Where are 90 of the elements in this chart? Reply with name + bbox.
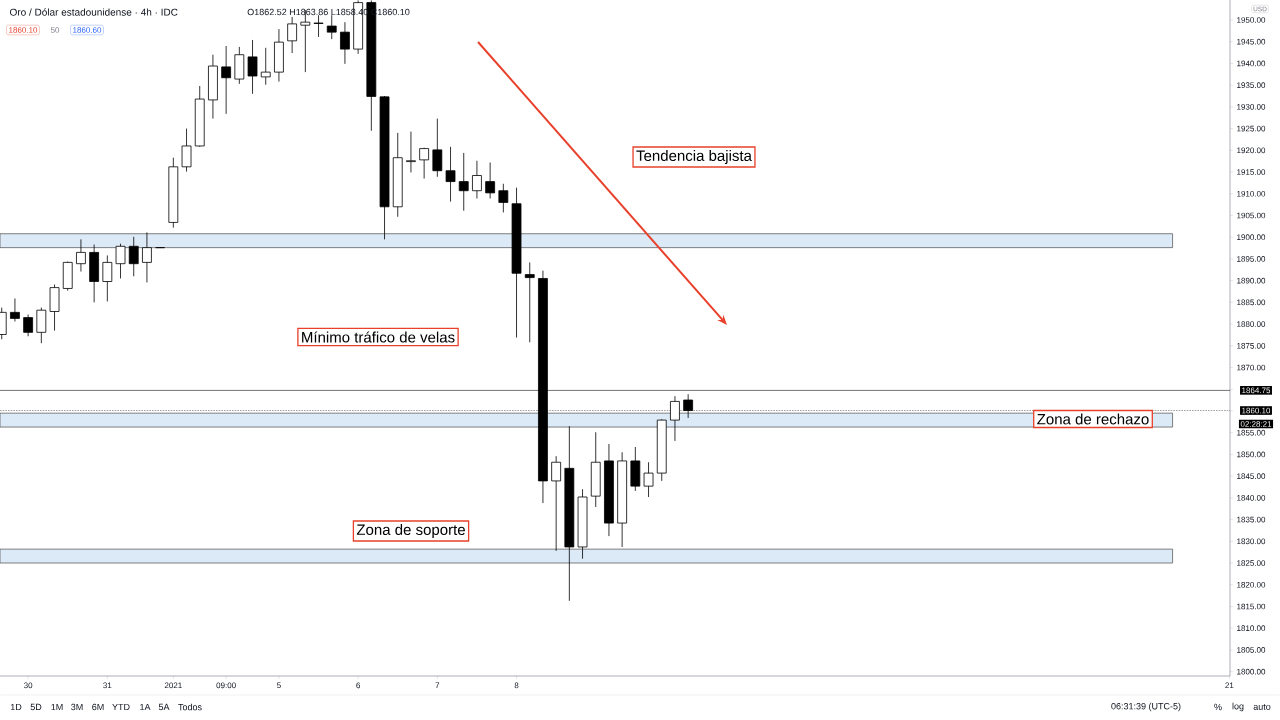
y-tick-label: 1830.00 — [1237, 538, 1266, 545]
y-tick-label: 1930.00 — [1237, 104, 1266, 110]
y-tick-label: 1800.00 — [1237, 668, 1266, 675]
candlestick — [36, 307, 47, 344]
text: 3M — [71, 703, 83, 711]
candlestick — [247, 39, 258, 95]
annotation: Mínimo tráfico de velas — [302, 331, 455, 343]
y-tick-label: 1900.00 — [1237, 234, 1266, 241]
y-tick-label: 1925.00 — [1237, 125, 1266, 132]
y-tick-label: 1880.00 — [1237, 321, 1266, 327]
annotation: Tendencia bajista — [636, 150, 752, 164]
candlestick — [10, 298, 20, 322]
text: 1M — [51, 703, 63, 711]
x-tick-label: 31 — [103, 682, 112, 689]
y-tick-label: 1890.00 — [1237, 277, 1266, 284]
x-tick-label: 7 — [435, 682, 440, 689]
candlestick — [260, 47, 271, 86]
candlestick — [485, 162, 496, 199]
text: auto — [1253, 704, 1271, 710]
candlestick — [23, 314, 34, 337]
y-tick-label: 1815.00 — [1237, 603, 1266, 610]
y-tick-label: 1915.00 — [1237, 169, 1266, 175]
candlestick — [458, 152, 469, 212]
candlestick — [49, 284, 60, 331]
candlestick — [419, 147, 430, 179]
text: Oro / Dólar estadounidense · 4h · IDC — [10, 8, 178, 16]
y-tick-label: 1885.00 — [1237, 299, 1266, 306]
candlestick — [498, 183, 509, 213]
candlestick — [115, 243, 126, 279]
text: % — [1214, 703, 1222, 711]
text: 5A — [158, 703, 170, 711]
candlestick — [221, 45, 232, 115]
y-tick-label: 1810.00 — [1237, 625, 1266, 632]
y-tick-label: 1855.00 — [1237, 429, 1266, 436]
candlestick — [406, 131, 416, 173]
y-tick-label: 1895.00 — [1237, 256, 1266, 262]
x-tick-label: 8 — [514, 682, 519, 689]
text: log — [1232, 702, 1244, 712]
y-tick-label: 1875.00 — [1237, 342, 1266, 349]
y-tick-label: 1945.00 — [1237, 38, 1266, 45]
x-tick-label: 09:00 — [216, 682, 236, 689]
y-tick-label: 1825.00 — [1237, 560, 1266, 566]
y-tick-label: 1845.00 — [1237, 473, 1266, 479]
text: 06:31:39 (UTC-5) — [1111, 702, 1181, 712]
y-tick-label: 1950.00 — [1237, 17, 1266, 23]
candlestick — [313, 14, 324, 38]
text: YTD — [112, 703, 130, 711]
y-tick-label: 1920.00 — [1237, 147, 1266, 154]
candlestick — [340, 21, 350, 65]
y-tick-label: 1850.00 — [1237, 451, 1266, 458]
annotation: Zona de soporte — [356, 524, 465, 538]
candlestick — [102, 255, 113, 302]
text: 1A — [140, 703, 151, 711]
candlestick — [524, 262, 535, 343]
y-tick-label: 1820.00 — [1237, 581, 1266, 588]
text: 5D — [30, 703, 42, 711]
y-tick-label: 1940.00 — [1237, 60, 1266, 67]
x-tick-label: 21 — [1225, 682, 1234, 689]
candlestick — [445, 146, 456, 202]
candlestick — [432, 118, 443, 178]
annotation: 50 — [50, 27, 60, 33]
y-tick-label: 1935.00 — [1237, 82, 1266, 88]
ref-line-label: 1860.10 — [1242, 407, 1271, 414]
y-tick-label: 1905.00 — [1237, 212, 1266, 219]
candlestick — [326, 14, 337, 40]
x-tick-label: 5 — [277, 682, 281, 689]
text: 1D — [10, 703, 22, 711]
candlestick — [128, 236, 139, 277]
y-tick-label: 1805.00 — [1237, 647, 1266, 653]
y-tick-label: 1840.00 — [1237, 495, 1266, 501]
x-tick-label: 2021 — [164, 682, 182, 689]
text: 6M — [92, 703, 104, 711]
x-tick-label: 30 — [23, 682, 33, 689]
candlestick — [472, 160, 482, 199]
candlestick — [142, 232, 152, 283]
x-tick-label: 6 — [356, 682, 361, 689]
annotation: 1860.60 — [73, 27, 102, 33]
candlestick — [643, 461, 654, 498]
y-tick-label: 1835.00 — [1237, 516, 1266, 523]
y-tick-label: 1870.00 — [1237, 364, 1266, 371]
annotation: 1860.10 — [9, 27, 38, 33]
y-tick-label: 1910.00 — [1237, 190, 1266, 197]
candlestick — [181, 128, 192, 172]
candlestick — [76, 238, 86, 272]
candlestick — [551, 455, 562, 552]
candlestick — [287, 16, 298, 54]
text: 02:28:21 — [1240, 421, 1272, 427]
text: Todos — [178, 703, 202, 711]
ref-line-label: 1864.75 — [1242, 387, 1271, 394]
annotation: Zona de rechazo — [1037, 413, 1149, 425]
